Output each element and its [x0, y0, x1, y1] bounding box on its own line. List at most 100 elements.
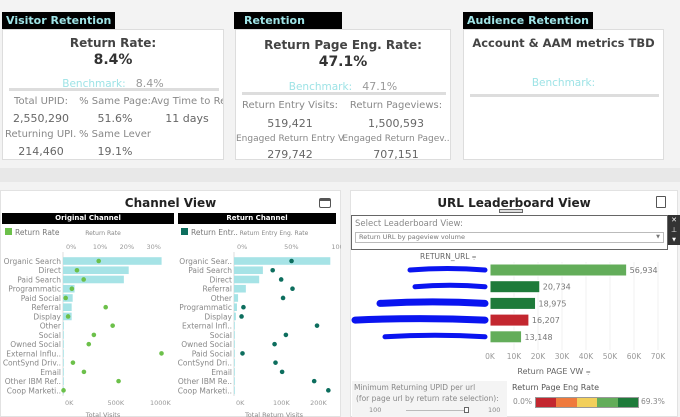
- pin-icon[interactable]: ⊥: [670, 226, 678, 234]
- dot-tick: 0%: [66, 243, 76, 251]
- dot-tick: 0%: [237, 243, 247, 251]
- benchmark-label: Benchmark:: [288, 81, 353, 93]
- bar: [234, 275, 260, 284]
- dot: [314, 323, 320, 328]
- close-icon[interactable]: ✕: [671, 216, 677, 224]
- category-label: Coop Marketi..: [178, 386, 232, 395]
- bar: [63, 358, 64, 367]
- x-axis-title: Return PAGE VW ⩦: [517, 367, 590, 376]
- data-label: 16,207: [532, 316, 560, 325]
- color-legend-bar: [535, 397, 639, 408]
- category-label: Email: [211, 368, 232, 377]
- document-icon[interactable]: [656, 196, 666, 208]
- dot: [70, 360, 76, 365]
- x-axis-title: Total Visits: [85, 411, 121, 417]
- metric-value: 51.6%: [97, 112, 133, 125]
- audience-retention-tab: Audience Retention: [463, 12, 593, 29]
- legend-color-step: [617, 398, 639, 407]
- bar-tick: 100K: [273, 399, 290, 407]
- bar: [63, 340, 64, 348]
- data-label: 56,934: [630, 266, 658, 275]
- bar: [234, 349, 235, 358]
- original-channel-header: Original Channel: [2, 213, 174, 224]
- dot: [103, 304, 108, 310]
- benchmark-label: Benchmark:: [62, 78, 126, 90]
- legend-max: 69.3%: [641, 397, 665, 406]
- select-value: Return URL by pageview volume: [359, 233, 465, 241]
- slider-thumb[interactable]: [464, 407, 469, 413]
- bar-tick: 0K: [236, 399, 245, 407]
- bar: [489, 313, 530, 327]
- drag-handle[interactable]: [499, 209, 523, 213]
- category-label: Programmatic: [179, 303, 232, 312]
- bar: [234, 386, 235, 395]
- bar: [234, 284, 246, 293]
- color-legend-title: Return Page Eng Rate: [512, 383, 600, 392]
- legend-swatch: [181, 228, 188, 235]
- bar: [63, 349, 64, 358]
- dot: [81, 369, 87, 375]
- bar: [234, 358, 235, 367]
- slider-track[interactable]: [406, 410, 468, 411]
- bar: [234, 312, 236, 321]
- metric-value: 1,500,593: [368, 117, 424, 130]
- category-label: Other: [211, 294, 233, 303]
- filter-controls: ✕ ⊥ ▼: [668, 215, 680, 245]
- data-label: 18,975: [539, 299, 567, 308]
- x-tick: 50K: [603, 352, 619, 361]
- metric-label: % Same Lever:: [79, 129, 151, 140]
- bar: [234, 303, 237, 311]
- metric-value: 2,550,290: [13, 112, 69, 125]
- x-tick: 10K: [507, 352, 523, 361]
- metric-label: Engaged Return Entry V..: [236, 134, 344, 144]
- menu-down-icon[interactable]: ▼: [672, 237, 676, 243]
- bar: [234, 321, 235, 330]
- visitor-retention-card: Return Rate: 8.4% Benchmark: 8.4% Total …: [2, 29, 224, 160]
- dot-tick: 50%: [284, 243, 298, 251]
- benchmark-value: 47.1%: [362, 80, 398, 93]
- bar: [234, 340, 235, 348]
- metric-value: 279,742: [267, 148, 313, 161]
- data-label: 13,148: [525, 333, 553, 342]
- leaderboard-title: URL Leaderboard View: [437, 196, 591, 210]
- metric-label: Total UPID:: [14, 96, 68, 107]
- redaction-mark: [412, 282, 488, 290]
- return-channel-header: Return Channel: [178, 213, 336, 224]
- metric-value: 19.1%: [97, 145, 133, 158]
- metric-label: % Same Page:: [79, 96, 151, 107]
- dot: [280, 295, 286, 301]
- legend-color-step: [597, 398, 618, 407]
- metric-label: Returning UPI..: [5, 129, 77, 140]
- bar: [489, 263, 628, 277]
- category-label: Display: [204, 312, 232, 321]
- bar: [63, 275, 124, 284]
- return-rate-title: Return Rate:: [69, 36, 157, 50]
- category-label: Paid Search: [188, 266, 232, 275]
- dot: [279, 369, 285, 375]
- legend-label: Return Rate: [15, 228, 60, 237]
- legend-swatch: [5, 228, 12, 235]
- category-label: Referral: [32, 303, 61, 312]
- bar: [489, 296, 537, 310]
- dot: [91, 332, 97, 338]
- redaction-mark: [407, 266, 488, 273]
- bar: [63, 303, 72, 311]
- category-label: Social: [210, 331, 232, 340]
- x-tick: 20K: [531, 352, 547, 361]
- leaderboard-view-select[interactable]: Return URL by pageview volume ▼: [355, 232, 664, 243]
- audience-retention-card: Account & AAM metrics TBD Benchmark:: [463, 29, 664, 160]
- window-icon[interactable]: [319, 198, 331, 208]
- top-axis-title: Return Rate: [85, 230, 121, 237]
- dot: [239, 314, 244, 319]
- dot: [240, 351, 245, 356]
- metric-label: Engaged Return Pagev..: [342, 134, 450, 144]
- bar: [63, 257, 162, 265]
- bar: [234, 257, 331, 265]
- legend-color-step: [576, 398, 598, 407]
- metric-value: 707,151: [373, 148, 419, 161]
- bar: [63, 377, 64, 385]
- dot: [272, 341, 277, 347]
- legend-min: 0.0%: [513, 397, 533, 406]
- category-label: Other: [40, 322, 62, 331]
- category-label: Owned Social: [10, 340, 61, 349]
